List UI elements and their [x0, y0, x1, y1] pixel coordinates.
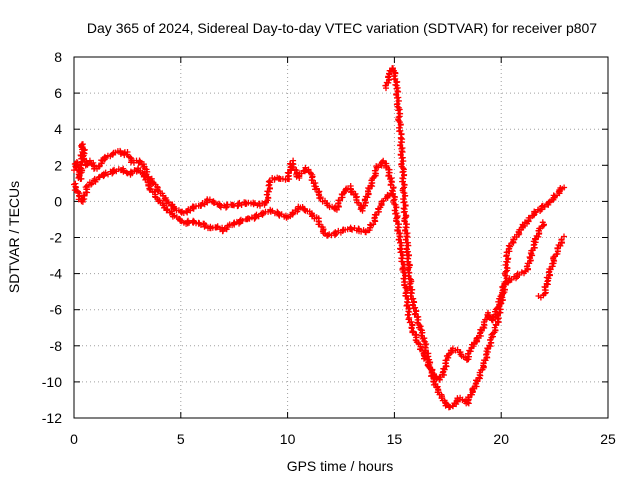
y-axis-label: SDTVAR / TECUs — [6, 181, 22, 293]
x-tick-label: 0 — [70, 431, 78, 447]
y-tick-label: 6 — [54, 85, 62, 101]
y-tick-label: 0 — [54, 193, 62, 209]
y-tick-label: -4 — [50, 266, 63, 282]
y-tick-label: -2 — [50, 230, 63, 246]
marker-path — [71, 65, 567, 411]
y-tick-label: 8 — [54, 49, 62, 65]
x-tick-label: 15 — [387, 431, 403, 447]
grid-lines — [74, 57, 608, 418]
x-tick-label: 25 — [600, 431, 616, 447]
x-tick-label: 10 — [280, 431, 296, 447]
x-tick-label: 20 — [493, 431, 509, 447]
y-tick-label: -6 — [50, 302, 63, 318]
y-tick-label: 2 — [54, 157, 62, 173]
y-tick-label: -12 — [42, 410, 62, 426]
data-markers — [71, 65, 568, 411]
x-tick-label: 5 — [177, 431, 185, 447]
chart-title: Day 365 of 2024, Sidereal Day-to-day VTE… — [87, 20, 597, 36]
axis-ticks: 0 5 10 15 20 25 -12 -10 -8 -6 -4 -2 0 2 4 6 8 — [42, 49, 616, 447]
y-tick-label: -10 — [42, 374, 62, 390]
x-axis-label: GPS time / hours — [287, 458, 394, 474]
y-tick-label: -8 — [50, 338, 63, 354]
series-lower-track — [71, 65, 567, 411]
y-tick-label: 4 — [54, 121, 62, 137]
